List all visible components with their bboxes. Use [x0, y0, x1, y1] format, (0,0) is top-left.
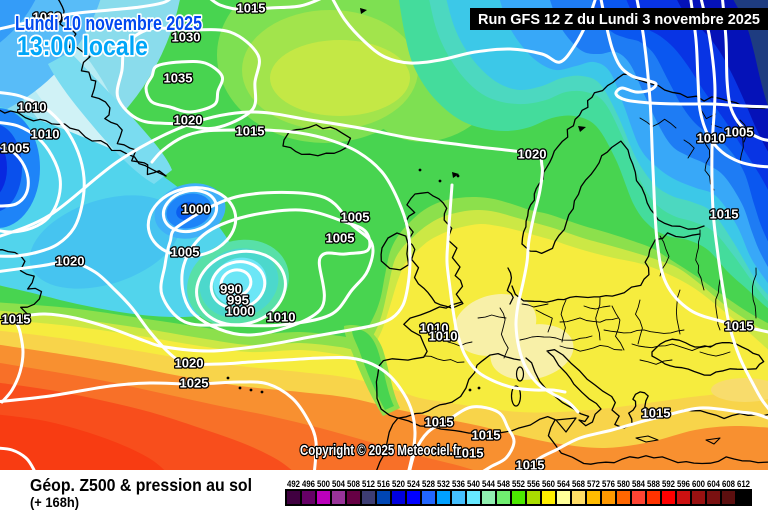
- svg-text:1020: 1020: [56, 254, 85, 269]
- svg-text:1020: 1020: [174, 113, 203, 128]
- svg-text:1015: 1015: [710, 207, 739, 222]
- svg-text:580: 580: [617, 479, 630, 489]
- svg-text:Copyright © 2025 Meteociel.fr: Copyright © 2025 Meteociel.fr: [300, 443, 461, 459]
- svg-text:Run GFS 12 Z du Lundi 3 novemb: Run GFS 12 Z du Lundi 3 novembre 2025: [478, 11, 760, 28]
- svg-text:592: 592: [662, 479, 675, 489]
- svg-text:532: 532: [437, 479, 450, 489]
- svg-text:496: 496: [302, 479, 315, 489]
- svg-text:1030: 1030: [172, 30, 201, 45]
- svg-text:524: 524: [407, 479, 420, 489]
- svg-text:13:00 locale: 13:00 locale: [17, 31, 148, 61]
- svg-text:540: 540: [467, 479, 480, 489]
- svg-text:1010: 1010: [31, 127, 60, 142]
- svg-text:1020: 1020: [518, 147, 547, 162]
- svg-text:512: 512: [362, 479, 375, 489]
- svg-text:1015: 1015: [425, 415, 454, 430]
- svg-text:572: 572: [587, 479, 600, 489]
- svg-text:1025: 1025: [180, 376, 209, 391]
- svg-text:1010: 1010: [267, 310, 296, 325]
- svg-text:Lundi 10 novembre 2025: Lundi 10 novembre 2025: [15, 13, 202, 35]
- svg-text:500: 500: [317, 479, 330, 489]
- svg-text:576: 576: [602, 479, 615, 489]
- svg-text:604: 604: [707, 479, 720, 489]
- svg-text:600: 600: [692, 479, 705, 489]
- svg-text:1015: 1015: [516, 458, 545, 473]
- svg-text:564: 564: [557, 479, 570, 489]
- svg-text:(+ 168h): (+ 168h): [30, 495, 79, 510]
- svg-text:568: 568: [572, 479, 585, 489]
- svg-text:1015: 1015: [2, 312, 31, 327]
- svg-text:1005: 1005: [1, 141, 30, 156]
- svg-text:1035: 1035: [164, 71, 193, 86]
- svg-text:1000: 1000: [182, 202, 211, 217]
- svg-text:1005: 1005: [171, 245, 200, 260]
- svg-text:Géop. Z500 & pression au sol: Géop. Z500 & pression au sol: [30, 475, 252, 495]
- svg-text:584: 584: [632, 479, 645, 489]
- svg-text:1015: 1015: [236, 124, 265, 139]
- svg-text:560: 560: [542, 479, 555, 489]
- svg-text:504: 504: [332, 479, 345, 489]
- svg-text:596: 596: [677, 479, 690, 489]
- svg-text:612: 612: [737, 479, 750, 489]
- svg-text:544: 544: [482, 479, 495, 489]
- svg-text:552: 552: [512, 479, 525, 489]
- svg-text:990: 990: [220, 282, 242, 297]
- svg-text:1005: 1005: [341, 210, 370, 225]
- svg-text:516: 516: [377, 479, 390, 489]
- svg-text:492: 492: [287, 479, 300, 489]
- svg-text:1010: 1010: [33, 10, 62, 25]
- svg-text:608: 608: [722, 479, 735, 489]
- svg-text:1015: 1015: [725, 319, 754, 334]
- svg-text:528: 528: [422, 479, 435, 489]
- svg-text:1010: 1010: [420, 321, 449, 336]
- svg-text:1015: 1015: [237, 1, 266, 16]
- svg-text:1015: 1015: [642, 406, 671, 421]
- svg-text:995: 995: [227, 293, 249, 308]
- svg-text:548: 548: [497, 479, 510, 489]
- svg-text:588: 588: [647, 479, 660, 489]
- svg-text:1010: 1010: [18, 100, 47, 115]
- svg-text:536: 536: [452, 479, 465, 489]
- svg-text:1005: 1005: [725, 125, 754, 140]
- svg-text:508: 508: [347, 479, 360, 489]
- svg-text:520: 520: [392, 479, 405, 489]
- svg-text:1015: 1015: [455, 446, 484, 461]
- svg-text:1010: 1010: [697, 131, 726, 146]
- svg-text:1020: 1020: [175, 356, 204, 371]
- svg-text:556: 556: [527, 479, 540, 489]
- svg-text:1000: 1000: [226, 304, 255, 319]
- svg-text:1015: 1015: [472, 428, 501, 443]
- svg-text:1005: 1005: [326, 231, 355, 246]
- svg-text:1010: 1010: [429, 329, 458, 344]
